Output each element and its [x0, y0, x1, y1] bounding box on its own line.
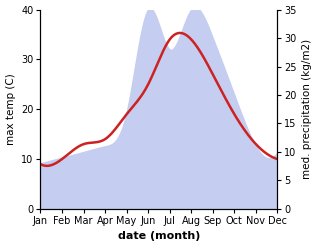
- Y-axis label: med. precipitation (kg/m2): med. precipitation (kg/m2): [302, 39, 313, 179]
- X-axis label: date (month): date (month): [118, 231, 200, 242]
- Y-axis label: max temp (C): max temp (C): [5, 73, 16, 145]
